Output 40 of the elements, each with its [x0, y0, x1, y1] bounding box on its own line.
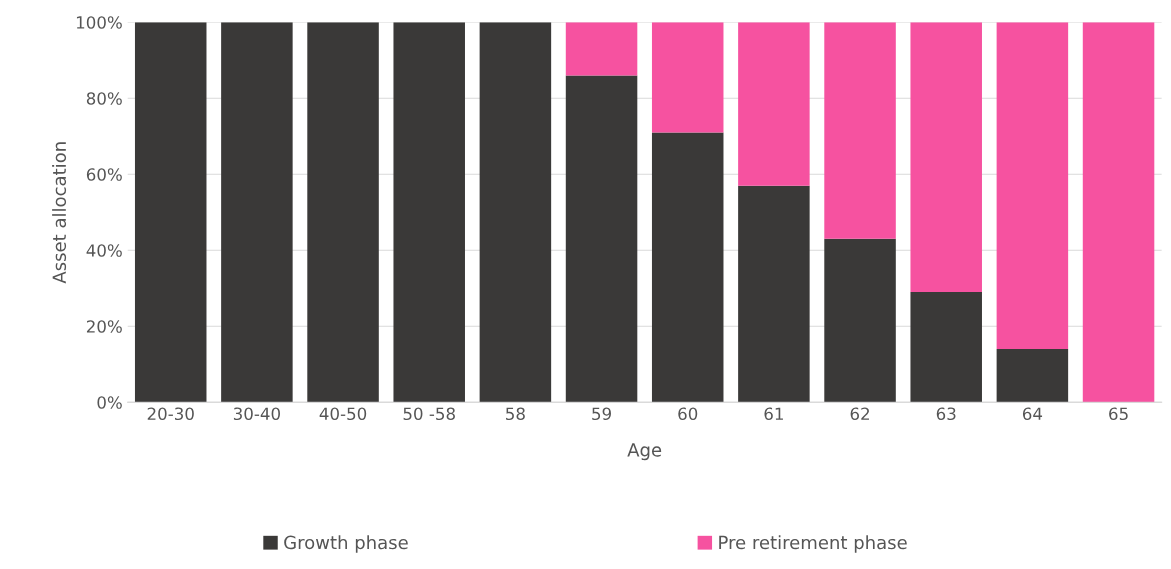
- bar: [565, 22, 638, 76]
- bar: [651, 22, 724, 133]
- x-tick-label: 63: [936, 407, 956, 421]
- y-axis-title: Asset allocation: [52, 142, 67, 284]
- x-tick-label: 50 -58: [403, 407, 455, 421]
- bar: [996, 349, 1069, 403]
- bar: [134, 22, 207, 403]
- bar: [738, 185, 810, 403]
- bar: [910, 292, 982, 403]
- x-tick-label: 40-50: [319, 407, 367, 421]
- bar: [651, 132, 724, 403]
- x-tick-label: 65: [1109, 407, 1128, 421]
- bar: [393, 22, 465, 403]
- legend-label: Growth phase: [284, 535, 408, 553]
- bar: [307, 22, 379, 403]
- bar: [738, 22, 810, 186]
- bar: [996, 22, 1069, 350]
- y-tick-label: 20%: [86, 320, 122, 333]
- bar: [479, 22, 552, 403]
- bar: [565, 75, 638, 403]
- x-tick-label: 59: [592, 407, 611, 421]
- y-tick-label: 0%: [97, 396, 122, 409]
- bar: [910, 22, 982, 293]
- bar: [1082, 22, 1155, 403]
- legend-label: Pre retirement phase: [719, 535, 907, 553]
- y-tick-label: 60%: [86, 168, 122, 181]
- x-tick-label: 61: [764, 407, 783, 421]
- bar: [824, 238, 896, 403]
- x-axis-title: Age: [627, 443, 662, 461]
- bar: [221, 22, 293, 403]
- x-tick-label: 58: [506, 407, 525, 421]
- x-tick-label: 60: [678, 407, 698, 421]
- x-tick-label: 30-40: [233, 407, 280, 421]
- y-tick-label: 100%: [76, 16, 122, 29]
- bar: [824, 22, 896, 239]
- y-tick-label: 40%: [86, 244, 122, 257]
- x-tick-label: 62: [850, 407, 869, 421]
- x-tick-label: 20-30: [147, 407, 194, 421]
- y-tick-label: 80%: [86, 92, 122, 105]
- x-tick-label: 64: [1022, 407, 1043, 421]
